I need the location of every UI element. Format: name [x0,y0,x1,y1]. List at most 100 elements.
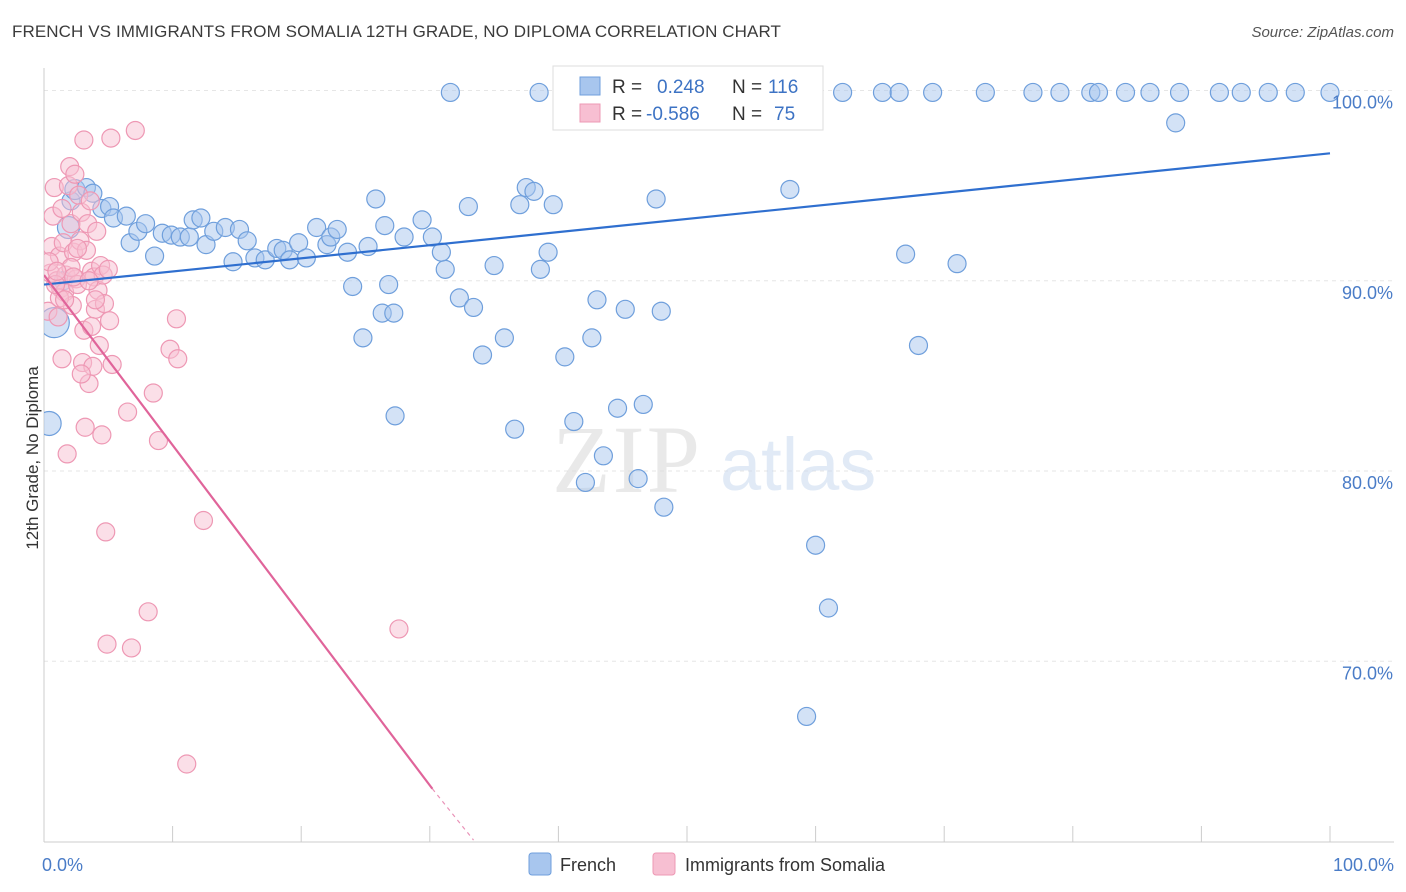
stats-n-value-somalia: 75 [774,104,795,125]
watermark: ZIP atlas [552,406,876,513]
point-series-1-59 [177,754,197,774]
point-series-0-33 [289,233,309,253]
point-series-0-101 [1088,82,1109,103]
point-series-1-13 [57,444,77,464]
point-series-1-57 [166,309,187,329]
point-series-1-19 [65,164,85,184]
point-series-1-52 [125,120,145,141]
point-series-1-43 [96,522,116,542]
point-series-0-0 [44,410,62,437]
point-series-1-49 [101,128,121,148]
point-series-0-87 [796,706,817,727]
point-series-0-59 [494,328,514,348]
point-series-0-45 [379,274,399,295]
point-series-0-79 [654,497,674,517]
point-series-1-27 [75,417,95,437]
y-tick-labels: 100.0% 90.0% 80.0% 70.0% [1332,93,1393,684]
point-series-0-11 [116,206,136,226]
point-series-1-51 [121,638,142,658]
point-series-0-109 [1285,82,1305,103]
point-series-0-52 [435,259,455,279]
point-series-0-67 [555,347,575,367]
point-series-0-55 [458,196,478,217]
point-series-0-69 [575,472,596,493]
stats-n-label-french: N = [732,77,762,98]
point-series-0-50 [412,210,432,230]
point-series-0-61 [510,195,530,215]
y-axis-label: 12th Grade, No Diploma [23,366,42,550]
stats-r-value-french: 0.248 [657,77,705,98]
point-series-0-41 [353,328,373,348]
point-series-1-73 [81,316,102,337]
point-series-1-40 [92,425,112,445]
point-series-0-49 [385,406,405,426]
point-series-0-70 [582,328,602,348]
point-series-1-55 [148,430,169,451]
axes [43,68,1394,843]
point-series-0-77 [651,301,671,321]
point-series-0-58 [484,255,504,276]
point-series-0-92 [889,82,909,103]
point-series-0-88 [805,535,826,555]
source-credit: Source: ZipAtlas.com [1251,24,1394,41]
legend-label-somalia: Immigrants from Somalia [685,855,886,875]
point-series-1-53 [138,602,158,622]
point-series-0-57 [472,345,493,365]
point-series-0-91 [872,82,893,103]
point-series-1-46 [99,311,120,331]
y-tick-label-3: 70.0% [1342,663,1393,683]
point-series-0-19 [179,227,199,247]
point-series-1-50 [117,402,138,422]
legend-label-french: French [560,855,616,875]
point-series-1-74 [47,261,67,281]
point-series-0-89 [818,598,839,618]
trend-line-series-0 [44,152,1331,286]
stats-swatch-french [579,76,601,96]
stats-r-label-french: R = [612,77,642,98]
point-series-0-108 [1258,82,1278,103]
point-series-0-103 [1140,82,1160,103]
point-series-0-65 [538,242,558,262]
trend-line-series-1 [44,274,434,790]
point-series-0-111 [529,82,549,103]
point-series-1-44 [97,634,117,654]
point-series-0-25 [223,252,243,272]
point-series-0-64 [530,259,550,279]
legend-swatch-french [528,852,552,876]
point-series-1-68 [85,290,106,310]
point-series-0-78 [646,189,666,209]
point-series-0-27 [237,231,257,251]
point-series-0-72 [593,446,614,466]
point-series-1-72 [71,364,91,384]
y-tick-label-0: 100.0% [1332,93,1393,113]
point-series-0-86 [780,179,800,200]
point-series-0-63 [524,181,544,201]
point-series-0-38 [327,219,347,240]
legend-swatch-somalia [652,852,676,876]
point-series-0-68 [564,411,584,432]
point-series-0-14 [135,214,156,234]
x-tick-label-0: 0.0% [42,855,83,875]
point-series-0-48 [394,227,414,247]
point-series-1-36 [87,221,107,241]
point-series-0-75 [628,469,648,489]
point-series-0-90 [833,82,853,103]
point-series-1-45 [98,259,118,279]
point-series-1-70 [67,238,88,259]
point-series-0-71 [587,290,607,310]
point-series-0-60 [505,419,525,439]
stats-box: R = 0.248 N = 116 R = -0.586 N = 75 [552,65,824,131]
point-series-1-58 [168,349,188,369]
point-series-0-29 [255,250,275,270]
point-series-0-96 [947,254,967,274]
legend: French Immigrants from Somalia [528,852,886,876]
point-series-0-76 [633,394,653,415]
stats-r-label-somalia: R = [612,104,642,125]
y-tick-label-2: 80.0% [1342,473,1393,493]
point-series-0-94 [908,335,929,356]
point-series-0-104 [1169,82,1190,103]
point-series-0-105 [1166,113,1186,133]
point-series-0-99 [1050,82,1070,103]
point-series-0-73 [607,398,628,418]
